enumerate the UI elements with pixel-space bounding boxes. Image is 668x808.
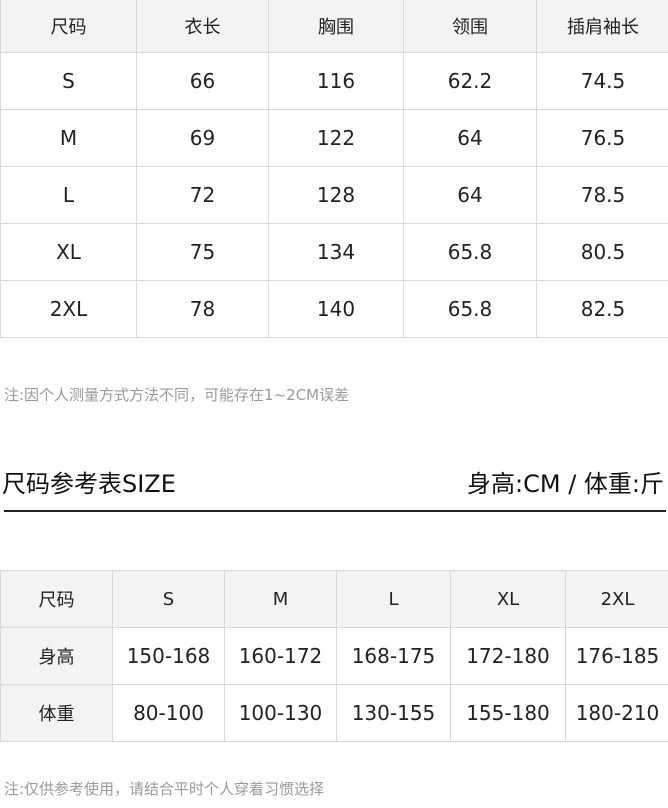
table-cell: 116 bbox=[268, 52, 404, 110]
table-cell: 140 bbox=[268, 280, 404, 338]
table-cell: 64 bbox=[403, 109, 537, 167]
table-row: 体重 80-100 100-130 130-155 155-180 180-210 bbox=[0, 684, 668, 742]
column-header: 2XL bbox=[565, 570, 668, 628]
table-cell: 168-175 bbox=[336, 627, 451, 685]
table-cell: 62.2 bbox=[403, 52, 537, 110]
column-header: XL bbox=[450, 570, 566, 628]
table-cell: 130-155 bbox=[336, 684, 451, 742]
table-cell: 128 bbox=[268, 166, 404, 224]
measurement-table: 尺码 衣长 胸围 领围 插肩袖长 S 66 116 62.2 74.5 M 69 122 64 76.5 L 7… bbox=[0, 0, 668, 338]
table-cell: 122 bbox=[268, 109, 404, 167]
row-label: L bbox=[0, 166, 137, 224]
column-header: 尺码 bbox=[0, 0, 137, 53]
table-cell: 76.5 bbox=[536, 109, 668, 167]
table-cell: 69 bbox=[136, 109, 269, 167]
column-header: L bbox=[336, 570, 451, 628]
table-cell: 64 bbox=[403, 166, 537, 224]
row-label: 2XL bbox=[0, 280, 137, 338]
table-cell: 180-210 bbox=[565, 684, 668, 742]
column-header: 领围 bbox=[403, 0, 537, 53]
table-row: L 72 128 64 78.5 bbox=[0, 166, 668, 224]
column-header: 尺码 bbox=[0, 570, 113, 628]
column-header: 衣长 bbox=[136, 0, 269, 53]
table-cell: 150-168 bbox=[112, 627, 225, 685]
table-cell: 78.5 bbox=[536, 166, 668, 224]
size-reference-table: 尺码 S M L XL 2XL 身高 150-168 160-172 168-175 172-180… bbox=[0, 570, 668, 742]
table-cell: 100-130 bbox=[224, 684, 337, 742]
column-header: S bbox=[112, 570, 225, 628]
table-cell: 155-180 bbox=[450, 684, 566, 742]
column-header: 插肩袖长 bbox=[536, 0, 668, 53]
table-row: 2XL 78 140 65.8 82.5 bbox=[0, 280, 668, 338]
table-cell: 66 bbox=[136, 52, 269, 110]
row-label: 身高 bbox=[0, 627, 113, 685]
column-header: 胸围 bbox=[268, 0, 404, 53]
table-cell: 65.8 bbox=[403, 223, 537, 281]
table-row: XL 75 134 65.8 80.5 bbox=[0, 223, 668, 281]
table-cell: 78 bbox=[136, 280, 269, 338]
table-cell: 172-180 bbox=[450, 627, 566, 685]
measurement-note: 注:因个人测量方式方法不同，可能存在1~2CM误差 bbox=[4, 386, 350, 404]
table-cell: 134 bbox=[268, 223, 404, 281]
row-label: M bbox=[0, 109, 137, 167]
row-label: XL bbox=[0, 223, 137, 281]
table-cell: 176-185 bbox=[565, 627, 668, 685]
table-cell: 65.8 bbox=[403, 280, 537, 338]
reference-note: 注:仅供参考使用，请结合平时个人穿着习惯选择 bbox=[4, 780, 325, 798]
table-cell: 80-100 bbox=[112, 684, 225, 742]
table-cell: 72 bbox=[136, 166, 269, 224]
table-cell: 75 bbox=[136, 223, 269, 281]
header-row: 尺码 衣长 胸围 领围 插肩袖长 bbox=[0, 0, 668, 53]
row-label: S bbox=[0, 52, 137, 110]
table-cell: 80.5 bbox=[536, 223, 668, 281]
header-row: 尺码 S M L XL 2XL bbox=[0, 570, 668, 628]
reference-units: 身高:CM / 体重:斤 bbox=[467, 470, 664, 498]
reference-title: 尺码参考表SIZE bbox=[2, 470, 176, 498]
divider bbox=[4, 510, 666, 512]
row-label: 体重 bbox=[0, 684, 113, 742]
table-cell: 74.5 bbox=[536, 52, 668, 110]
table-row: S 66 116 62.2 74.5 bbox=[0, 52, 668, 110]
column-header: M bbox=[224, 570, 337, 628]
table-row: 身高 150-168 160-172 168-175 172-180 176-185 bbox=[0, 627, 668, 685]
table-cell: 82.5 bbox=[536, 280, 668, 338]
table-row: M 69 122 64 76.5 bbox=[0, 109, 668, 167]
table-cell: 160-172 bbox=[224, 627, 337, 685]
